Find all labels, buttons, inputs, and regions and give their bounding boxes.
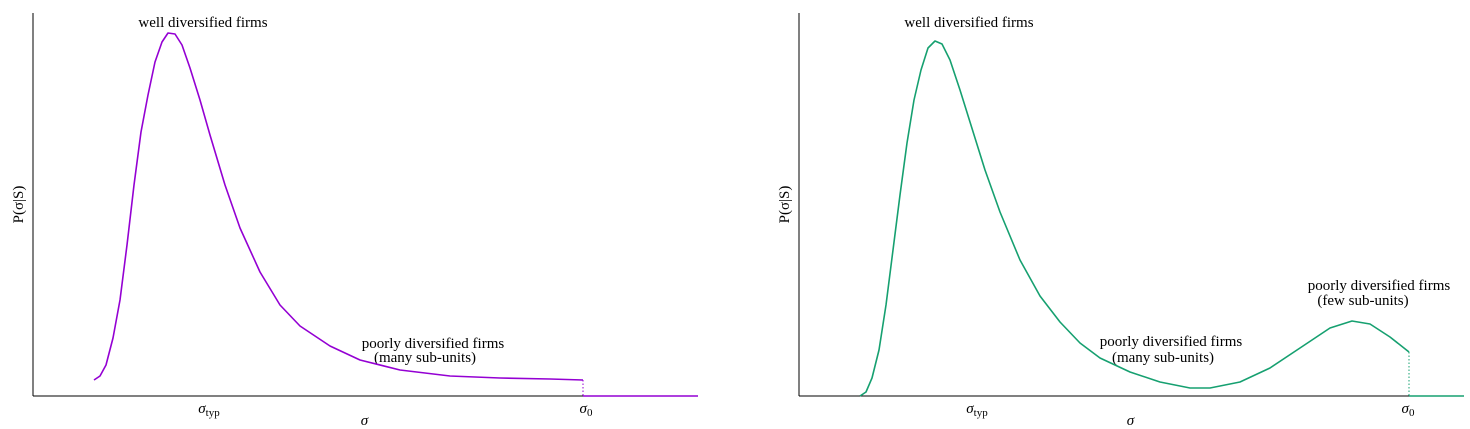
density-curve [859,40,1464,397]
annotation: (many sub-units) [374,350,476,366]
tick-subscript: typ [206,407,221,419]
annotation: poorly diversified firms [362,336,505,352]
x-axis-label: σ [1127,413,1135,429]
annotation: well diversified firms [138,15,267,31]
annotation: poorly diversified firms [1308,278,1451,294]
annotation: (few sub-units) [1317,293,1408,309]
density-curve [93,32,698,397]
tick-symbol: σ [198,401,206,417]
tick-subscript: 0 [1409,407,1415,419]
annotation: poorly diversified firms [1100,334,1243,350]
x-tick-label: σtyp [198,401,220,419]
tick-subscript: typ [974,407,989,419]
x-tick-label: σ0 [1402,401,1415,419]
tick-symbol: σ [1402,401,1410,417]
tick-symbol: σ [580,401,588,417]
tick-subscript: 0 [587,407,593,419]
tick-symbol: σ [966,401,974,417]
x-axis-label: σ [361,413,369,429]
y-axis-label: P(σ|S) [777,186,793,224]
x-tick-label: σtyp [966,401,988,419]
x-tick-label: σ0 [580,401,593,419]
annotation: well diversified firms [904,15,1033,31]
annotation: (many sub-units) [1112,350,1214,366]
y-axis-label: P(σ|S) [11,186,27,224]
